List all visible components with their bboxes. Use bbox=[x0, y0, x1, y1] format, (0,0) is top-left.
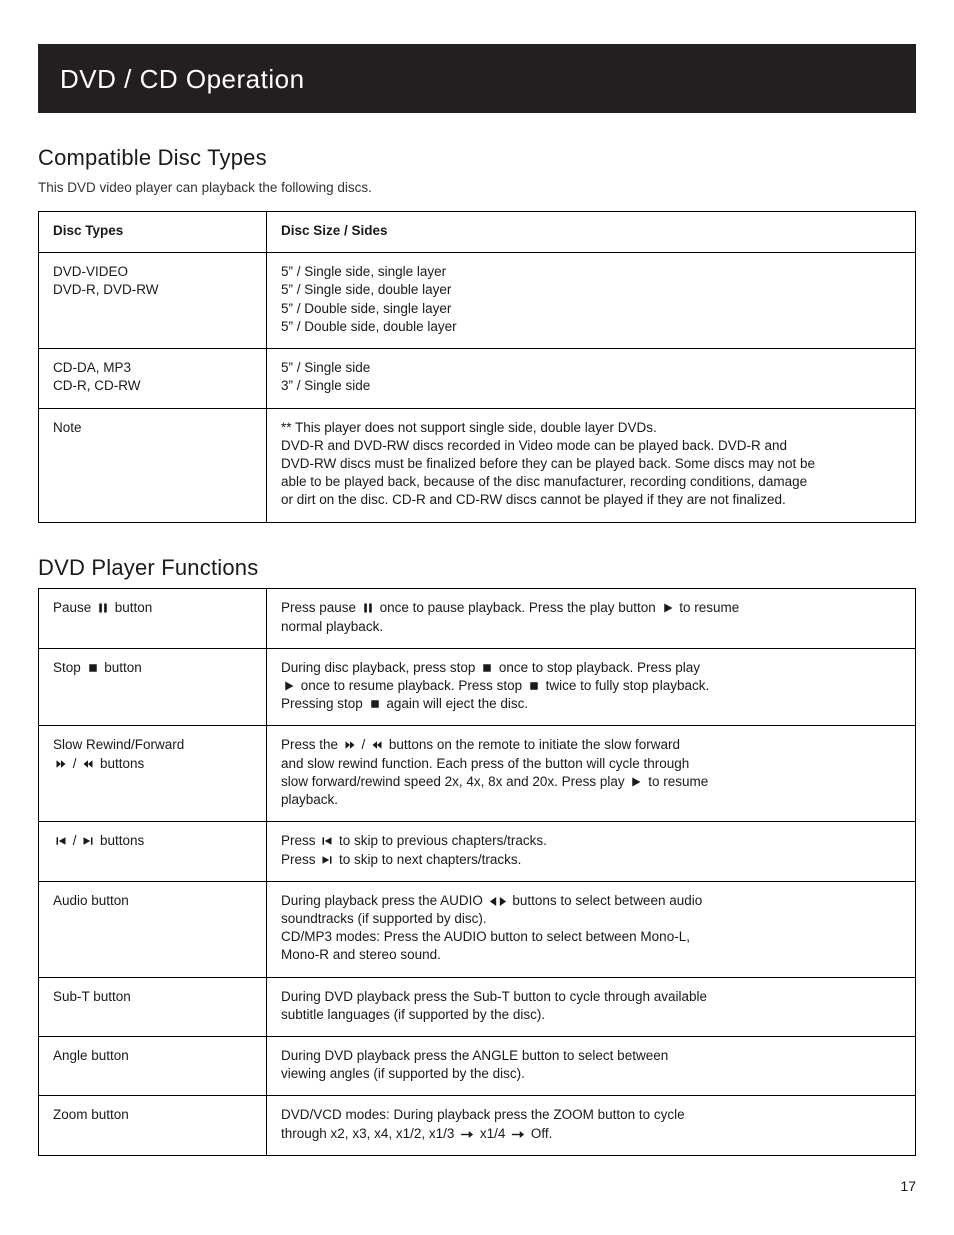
play-icon bbox=[283, 680, 295, 692]
table-row: Stop button During disc playback, press … bbox=[39, 648, 916, 726]
cell-function-desc: Press pause once to pause playback. Pres… bbox=[267, 589, 916, 648]
subheading-disc-types: This DVD video player can playback the f… bbox=[38, 179, 916, 197]
cell-function-name: Stop button bbox=[39, 648, 267, 726]
cell-function-desc: DVD/VCD modes: During playback press the… bbox=[267, 1096, 916, 1155]
table-row: Zoom button DVD/VCD modes: During playba… bbox=[39, 1096, 916, 1155]
table-row: Sub-T button During DVD playback press t… bbox=[39, 977, 916, 1036]
cell-function-name: Slow Rewind/Forward / buttons bbox=[39, 726, 267, 822]
heading-disc-types: Compatible Disc Types bbox=[38, 143, 916, 173]
pause-icon bbox=[362, 602, 374, 614]
table-row: / buttons Press to skip to previous chap… bbox=[39, 822, 916, 881]
pause-icon bbox=[97, 602, 109, 614]
fast-forward-icon bbox=[344, 739, 356, 751]
table-row: Note ** This player does not support sin… bbox=[39, 408, 916, 522]
cell-function-desc: During DVD playback press the Sub-T butt… bbox=[267, 977, 916, 1036]
table-row: Audio button During playback press the A… bbox=[39, 881, 916, 977]
cell-function-name: Zoom button bbox=[39, 1096, 267, 1155]
arrow-right-icon bbox=[460, 1129, 474, 1140]
cell-function-desc: During playback press the AUDIO buttons … bbox=[267, 881, 916, 977]
cell-disc-type: DVD-VIDEODVD-R, DVD-RW bbox=[39, 253, 267, 349]
cell-function-desc: Press to skip to previous chapters/track… bbox=[267, 822, 916, 881]
skip-prev-icon bbox=[55, 835, 67, 847]
left-right-icon bbox=[489, 896, 507, 907]
table-disc-types: Disc Types Disc Size / Sides DVD-VIDEODV… bbox=[38, 211, 916, 523]
table-row: Slow Rewind/Forward / buttons Press the … bbox=[39, 726, 916, 822]
cell-function-desc: During DVD playback press the ANGLE butt… bbox=[267, 1037, 916, 1096]
page-number: 17 bbox=[900, 1177, 916, 1196]
cell-disc-desc: 5” / Single side3” / Single side bbox=[267, 349, 916, 408]
title-bar: DVD / CD Operation bbox=[38, 44, 916, 113]
cell-disc-type: CD-DA, MP3CD-R, CD-RW bbox=[39, 349, 267, 408]
header-disc-size: Disc Size / Sides bbox=[267, 212, 916, 253]
skip-next-icon bbox=[321, 854, 333, 866]
fast-rewind-icon bbox=[371, 739, 383, 751]
table-row: Pause button Press pause once to pause p… bbox=[39, 589, 916, 648]
title-bar-main: DVD / CD Operation bbox=[60, 62, 894, 97]
skip-prev-icon bbox=[321, 835, 333, 847]
table-row: DVD-VIDEODVD-R, DVD-RW 5” / Single side,… bbox=[39, 253, 916, 349]
cell-function-name: / buttons bbox=[39, 822, 267, 881]
arrow-right-icon bbox=[511, 1129, 525, 1140]
cell-function-name: Sub-T button bbox=[39, 977, 267, 1036]
header-disc-types: Disc Types bbox=[39, 212, 267, 253]
stop-icon bbox=[369, 698, 381, 710]
play-icon bbox=[662, 602, 674, 614]
play-icon bbox=[630, 776, 642, 788]
cell-disc-type: Note bbox=[39, 408, 267, 522]
table-row: Disc Types Disc Size / Sides bbox=[39, 212, 916, 253]
stop-icon bbox=[481, 662, 493, 674]
heading-functions: DVD Player Functions bbox=[38, 553, 916, 583]
cell-function-name: Pause button bbox=[39, 589, 267, 648]
cell-function-name: Angle button bbox=[39, 1037, 267, 1096]
table-functions: Pause button Press pause once to pause p… bbox=[38, 588, 916, 1156]
cell-disc-desc: ** This player does not support single s… bbox=[267, 408, 916, 522]
page: DVD / CD Operation Compatible Disc Types… bbox=[0, 44, 954, 1216]
table-row: Angle button During DVD playback press t… bbox=[39, 1037, 916, 1096]
cell-function-desc: Press the / buttons on the remote to ini… bbox=[267, 726, 916, 822]
cell-function-name: Audio button bbox=[39, 881, 267, 977]
stop-icon bbox=[87, 662, 99, 674]
fast-forward-icon bbox=[55, 758, 67, 770]
fast-rewind-icon bbox=[82, 758, 94, 770]
cell-disc-desc: 5” / Single side, single layer5” / Singl… bbox=[267, 253, 916, 349]
stop-icon bbox=[528, 680, 540, 692]
table-row: CD-DA, MP3CD-R, CD-RW 5” / Single side3”… bbox=[39, 349, 916, 408]
skip-next-icon bbox=[82, 835, 94, 847]
cell-function-desc: During disc playback, press stop once to… bbox=[267, 648, 916, 726]
